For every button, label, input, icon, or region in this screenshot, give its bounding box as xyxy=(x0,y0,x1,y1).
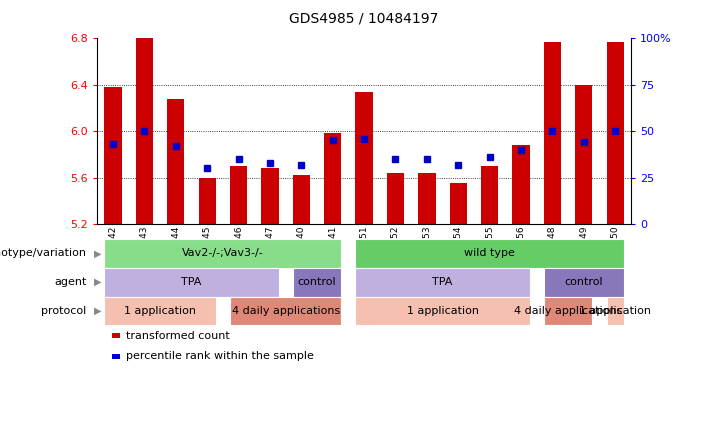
Bar xyxy=(167,99,185,224)
Text: ▶: ▶ xyxy=(94,306,101,316)
Bar xyxy=(198,178,216,224)
Text: genotype/variation: genotype/variation xyxy=(0,248,87,258)
Bar xyxy=(450,184,467,224)
Text: agent: agent xyxy=(54,277,87,287)
Text: TPA: TPA xyxy=(181,277,202,287)
Bar xyxy=(105,87,122,224)
Bar xyxy=(324,134,341,224)
Bar xyxy=(513,145,530,224)
Bar xyxy=(261,168,278,224)
Bar xyxy=(355,92,373,224)
Bar xyxy=(606,41,624,224)
Text: 4 daily applications: 4 daily applications xyxy=(514,306,622,316)
Bar xyxy=(481,166,498,224)
Text: ▶: ▶ xyxy=(94,277,101,287)
Bar xyxy=(230,166,247,224)
Text: transformed count: transformed count xyxy=(126,331,230,341)
Bar xyxy=(387,173,404,224)
Text: GDS4985 / 10484197: GDS4985 / 10484197 xyxy=(289,11,439,25)
Text: 1 application: 1 application xyxy=(124,306,196,316)
Text: 4 daily applications: 4 daily applications xyxy=(231,306,340,316)
Bar xyxy=(136,38,153,224)
Text: Vav2-/-;Vav3-/-: Vav2-/-;Vav3-/- xyxy=(182,248,264,258)
Text: control: control xyxy=(298,277,336,287)
Bar xyxy=(418,173,435,224)
Text: TPA: TPA xyxy=(433,277,453,287)
Text: 1 application: 1 application xyxy=(407,306,479,316)
Text: ▶: ▶ xyxy=(94,248,101,258)
Text: control: control xyxy=(565,277,603,287)
Text: wild type: wild type xyxy=(464,248,515,258)
Bar xyxy=(575,85,593,224)
Text: protocol: protocol xyxy=(41,306,87,316)
Text: percentile rank within the sample: percentile rank within the sample xyxy=(126,351,314,361)
Bar xyxy=(293,176,310,224)
Text: 1 application: 1 application xyxy=(579,306,651,316)
Bar xyxy=(544,41,561,224)
